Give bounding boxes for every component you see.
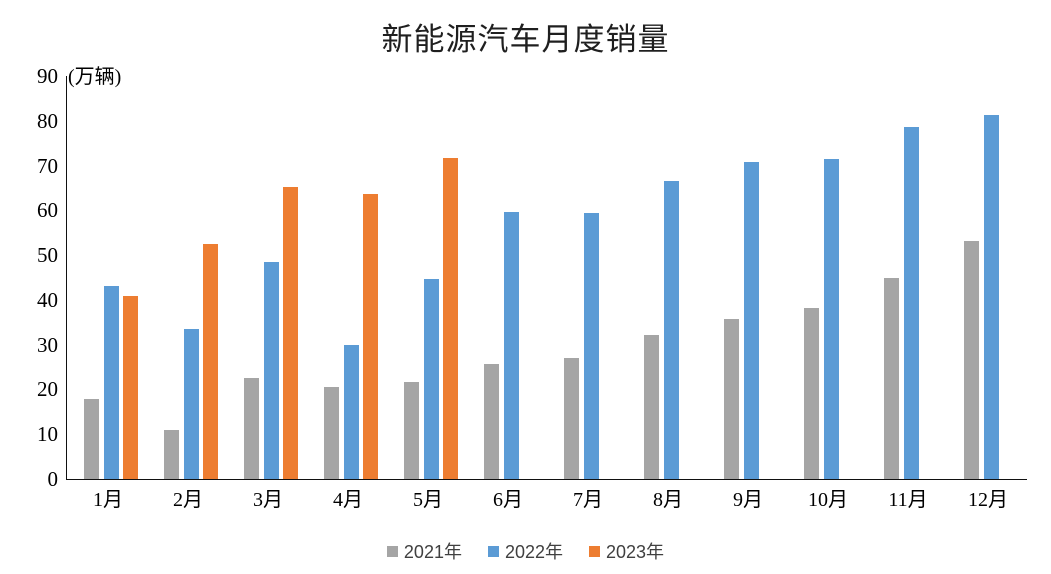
y-tick-label: 70 bbox=[37, 153, 58, 178]
y-tick-label: 30 bbox=[37, 332, 58, 357]
bar bbox=[424, 278, 439, 479]
y-tick-label: 90 bbox=[37, 64, 58, 88]
legend-label: 2023年 bbox=[606, 542, 665, 562]
legend-label: 2021年 bbox=[403, 542, 462, 562]
legend-swatch-icon bbox=[386, 545, 398, 557]
y-tick-label: 60 bbox=[37, 198, 58, 223]
x-tick-label: 4月 bbox=[333, 489, 363, 511]
bar bbox=[244, 377, 259, 479]
bar bbox=[564, 357, 579, 479]
bar bbox=[363, 194, 378, 479]
bar bbox=[904, 127, 919, 479]
y-tick-label: 80 bbox=[37, 108, 58, 133]
bar bbox=[584, 213, 599, 479]
x-tick-label: 10月 bbox=[808, 489, 848, 511]
bar bbox=[203, 243, 218, 479]
x-tick-label: 8月 bbox=[653, 489, 683, 511]
bar bbox=[744, 161, 759, 479]
bar bbox=[443, 157, 458, 479]
plot-area bbox=[66, 76, 1027, 480]
bar bbox=[404, 381, 419, 479]
chart-title: 新能源汽车月度销量 bbox=[381, 22, 670, 57]
bar bbox=[724, 319, 739, 479]
bar bbox=[324, 386, 339, 479]
x-tick-label: 12月 bbox=[968, 489, 1008, 511]
bar bbox=[344, 345, 359, 479]
x-tick-label: 2月 bbox=[173, 489, 203, 511]
bar bbox=[804, 307, 819, 479]
bar bbox=[84, 398, 99, 479]
bar bbox=[283, 186, 298, 479]
bar bbox=[104, 286, 119, 479]
bar bbox=[984, 114, 999, 479]
x-tick-label: 9月 bbox=[733, 489, 763, 511]
y-axis-unit-label: (万辆) bbox=[68, 66, 122, 88]
bar bbox=[164, 429, 179, 479]
bar bbox=[504, 212, 519, 479]
bar bbox=[484, 364, 499, 479]
x-tick-label: 5月 bbox=[413, 489, 443, 511]
y-tick-label: 10 bbox=[37, 422, 58, 447]
y-tick-label: 0 bbox=[47, 467, 59, 491]
x-tick-label: 11月 bbox=[888, 489, 928, 511]
x-tick-label: 1月 bbox=[93, 489, 123, 511]
y-tick-label: 20 bbox=[37, 377, 58, 402]
x-tick-label: 7月 bbox=[573, 489, 603, 511]
legend-item: 2023年 bbox=[589, 538, 664, 564]
legend-swatch-icon bbox=[589, 545, 601, 557]
bar bbox=[123, 296, 138, 479]
bar bbox=[184, 329, 199, 479]
x-tick-label: 6月 bbox=[493, 489, 523, 511]
y-tick-label: 50 bbox=[37, 243, 58, 268]
y-tick-label: 40 bbox=[37, 287, 58, 312]
bar bbox=[644, 335, 659, 479]
legend: 2021年 2022年 2023年 bbox=[0, 538, 1051, 564]
legend-swatch-icon bbox=[487, 545, 499, 557]
legend-label: 2022年 bbox=[504, 542, 564, 562]
bar bbox=[824, 159, 839, 479]
bar bbox=[964, 241, 979, 479]
bar bbox=[264, 262, 279, 479]
legend-item: 2021年 bbox=[386, 538, 462, 564]
bar bbox=[884, 277, 899, 479]
bar bbox=[664, 180, 679, 479]
legend-item: 2022年 bbox=[487, 538, 564, 564]
x-tick-label: 3月 bbox=[253, 489, 283, 511]
